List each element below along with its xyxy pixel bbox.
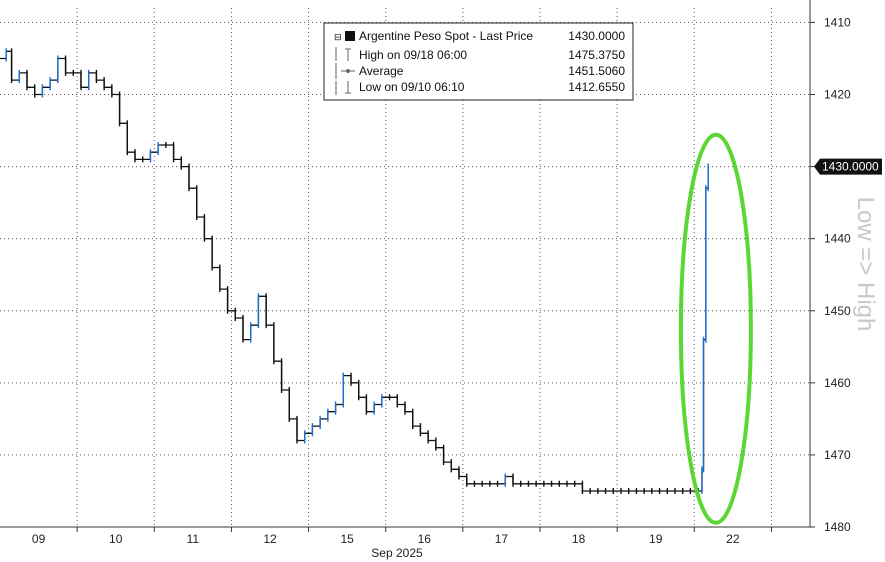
legend-value: 1430.0000 [568, 29, 625, 43]
y-axis-ticks: 14101420143014401450146014701480 [810, 15, 851, 534]
series-swatch [345, 31, 355, 41]
y-tick-label: 1420 [824, 88, 851, 102]
legend-label: Average [359, 64, 404, 78]
legend-row-average: Average 1451.5060 [335, 63, 625, 79]
legend-row-high: High on 09/18 06:00 1475.3750 [335, 47, 625, 62]
current-price-tag: 1430.0000 [814, 158, 882, 175]
legend-value: 1451.5060 [568, 64, 625, 78]
x-tick-label: 19 [649, 532, 663, 546]
y-tick-label: 1480 [824, 520, 851, 534]
price-bars [0, 48, 709, 494]
x-axis-label: Sep 2025 [371, 546, 423, 560]
x-tick-label: 17 [495, 532, 509, 546]
average-marker-icon [346, 69, 350, 73]
x-tick-label: 18 [572, 532, 586, 546]
legend-label: Low on 09/10 06:10 [359, 80, 465, 94]
legend-box [323, 22, 634, 101]
chart-axes [0, 0, 811, 528]
x-tick-label: 16 [418, 532, 432, 546]
x-tick-label: 11 [187, 532, 200, 546]
legend-label: High on 09/18 06:00 [359, 48, 467, 62]
legend-value: 1412.6550 [568, 80, 625, 94]
current-value-label: 1430.0000 [822, 160, 879, 174]
low-marker-icon [335, 81, 351, 95]
y-tick-label: 1440 [824, 232, 851, 246]
highlight-ellipse [678, 132, 753, 525]
x-tick-label: 10 [109, 532, 123, 546]
y-tick-label: 1450 [824, 304, 851, 318]
high-marker-icon [335, 47, 351, 61]
x-tick-label: 22 [726, 532, 740, 546]
legend-row-low: Low on 09/10 06:10 1412.6550 [335, 80, 625, 95]
x-tick-label: 12 [263, 532, 277, 546]
x-axis-ticks: 09 10 11 12 15 16 17 18 19 22 [32, 527, 772, 546]
y-tick-label: 1470 [824, 448, 851, 462]
low-high-annotation: Low => High [852, 197, 879, 332]
legend-row-last-price: ⊟ Argentine Peso Spot - Last Price 1430.… [334, 29, 625, 43]
x-tick-label: 15 [340, 532, 354, 546]
x-tick-label: 09 [32, 532, 46, 546]
legend-value: 1475.3750 [568, 48, 625, 62]
collapse-icon[interactable]: ⊟ [334, 32, 342, 42]
chart-legend[interactable]: ⊟ Argentine Peso Spot - Last Price 1430.… [323, 22, 634, 101]
y-tick-label: 1410 [824, 15, 851, 29]
y-tick-label: 1460 [824, 376, 851, 390]
legend-label: Argentine Peso Spot - Last Price [359, 29, 533, 43]
price-line [0, 50, 709, 492]
